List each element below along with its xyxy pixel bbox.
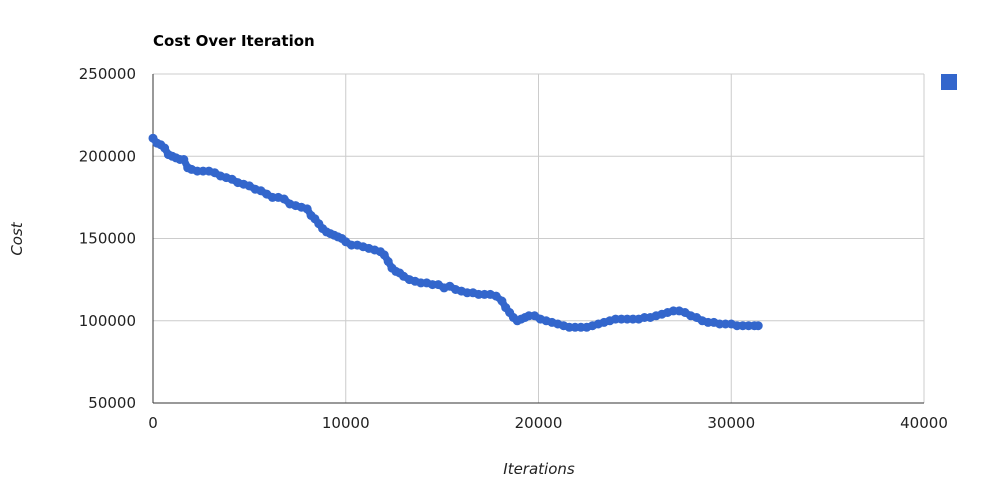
legend-swatch <box>941 74 957 90</box>
labels: Cost Over Iteration Iterations Cost <box>8 32 575 478</box>
data-point <box>379 250 389 260</box>
legend <box>941 74 957 90</box>
y-axis-label: Cost <box>8 221 26 255</box>
gridlines <box>153 73 925 403</box>
y-tick-label: 100000 <box>79 312 136 330</box>
data-point <box>497 296 507 306</box>
chart-title: Cost Over Iteration <box>153 32 315 50</box>
data-point <box>160 143 170 153</box>
x-tick-label: 30000 <box>707 414 755 432</box>
y-tick-label: 200000 <box>79 147 136 165</box>
series-line <box>149 134 762 331</box>
x-tick-label: 0 <box>148 414 158 432</box>
data-point <box>383 257 393 266</box>
x-tick-label: 40000 <box>900 414 948 432</box>
y-tick-label: 250000 <box>79 65 136 83</box>
y-tick-label: 50000 <box>88 394 136 412</box>
axes: 0 10000 20000 30000 40000 250000 200000 150000 1… <box>79 65 948 432</box>
data-point <box>179 155 189 164</box>
x-axis-label: Iterations <box>503 460 575 478</box>
x-tick-label: 10000 <box>322 414 370 432</box>
y-tick-label: 150000 <box>79 230 136 248</box>
data-series <box>148 133 763 332</box>
x-tick-label: 20000 <box>515 414 563 432</box>
data-point <box>753 321 763 331</box>
data-point <box>302 204 312 214</box>
